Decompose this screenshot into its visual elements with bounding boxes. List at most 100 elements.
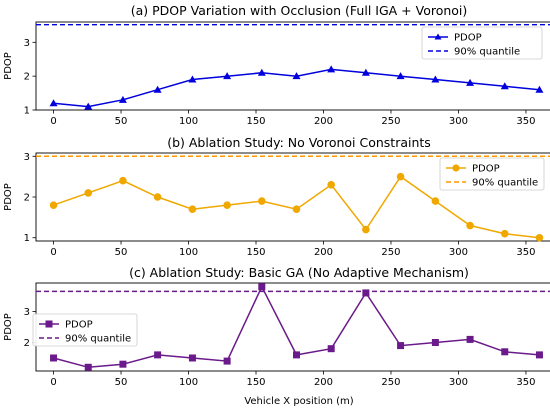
- data-point-circle: [49, 201, 58, 209]
- y-axis-label: PDOP: [3, 313, 14, 341]
- chart-title: (c) Ablation Study: Basic GA (No Adaptiv…: [129, 265, 469, 280]
- data-point-square: [50, 354, 58, 362]
- x-tick-label: 50: [115, 377, 128, 388]
- data-point-triangle: [535, 85, 544, 93]
- data-point-square: [535, 351, 543, 359]
- x-axis-label: Vehicle X position (m): [244, 396, 353, 407]
- x-tick-label: 50: [115, 116, 128, 127]
- x-tick-label: 150: [246, 116, 265, 127]
- y-tick-label: 3: [24, 38, 30, 49]
- data-point-circle: [223, 201, 231, 209]
- data-point-circle: [500, 229, 509, 238]
- data-point-triangle: [188, 75, 197, 83]
- data-point-square: [258, 283, 266, 291]
- data-point-triangle: [361, 68, 370, 76]
- data-point-circle: [327, 180, 335, 189]
- x-tick-label: 350: [516, 377, 535, 388]
- y-tick-label: 1: [24, 106, 30, 117]
- data-point-circle: [119, 176, 127, 185]
- legend-label-quantile: 90% quantile: [65, 334, 131, 345]
- data-point-triangle: [84, 102, 93, 110]
- data-point-triangle: [118, 95, 127, 103]
- legend-marker-triangle: [434, 33, 442, 40]
- x-tick-label: 50: [115, 247, 128, 258]
- data-point-square: [431, 338, 439, 346]
- data-point-circle: [535, 233, 544, 242]
- data-point-square: [188, 354, 196, 362]
- legend: PDOP 90% quantile: [421, 26, 543, 60]
- legend-label-quantile: 90% quantile: [454, 47, 520, 58]
- data-point-square: [327, 345, 335, 353]
- plot-frame: [35, 21, 550, 111]
- data-point-triangle: [49, 99, 58, 107]
- y-tick-label: 2: [24, 193, 30, 204]
- data-point-triangle: [396, 72, 405, 80]
- x-tick-label: 0: [50, 247, 56, 258]
- legend: PDOP 90% quantile: [32, 313, 138, 347]
- y-tick-label: 2: [24, 72, 30, 83]
- legend-box: [421, 26, 543, 60]
- data-point-square: [466, 335, 474, 343]
- x-tick-label: 100: [179, 377, 198, 388]
- data-point-triangle: [223, 72, 232, 80]
- x-tick-label: 350: [516, 247, 535, 258]
- data-point-square: [293, 351, 300, 359]
- legend-label-series: PDOP: [454, 33, 482, 44]
- x-tick-label: 0: [50, 377, 56, 388]
- ticks: 0 50 100 150 200 250 300 350 1 2 3: [24, 152, 536, 258]
- data-point-circle: [431, 197, 440, 205]
- data-point-triangle: [431, 75, 440, 83]
- data-point-circle: [188, 205, 197, 214]
- data-point-square: [397, 342, 405, 350]
- ticks: 0 50 100 150 200 250 300 350 2 3: [24, 307, 536, 388]
- data-point-triangle: [466, 78, 475, 86]
- panel-a: (a) PDOP Variation with Occlusion (Full …: [3, 3, 550, 127]
- chart-title: (a) PDOP Variation with Occlusion (Full …: [131, 3, 468, 18]
- x-tick-label: 250: [381, 247, 400, 258]
- ticks: 0 50 100 150 200 250 300 350 1 2 3: [24, 38, 536, 127]
- data-point-triangle: [292, 72, 301, 80]
- y-tick-label: 1: [24, 233, 30, 244]
- data-point-triangle: [257, 68, 266, 76]
- data-point-circle: [153, 193, 162, 201]
- x-tick-label: 300: [449, 247, 468, 258]
- data-point-square: [84, 363, 92, 371]
- data-point-circle: [362, 225, 370, 234]
- data-point-circle: [84, 189, 93, 197]
- x-tick-label: 100: [179, 116, 198, 127]
- x-tick-label: 300: [449, 377, 468, 388]
- y-axis-label: PDOP: [3, 183, 14, 211]
- data-point-circle: [258, 197, 266, 205]
- data-point-square: [362, 289, 370, 297]
- x-tick-label: 300: [449, 116, 468, 127]
- x-tick-label: 200: [314, 116, 333, 127]
- y-axis-label: PDOP: [3, 52, 14, 80]
- legend-marker-square: [45, 320, 53, 328]
- x-tick-label: 150: [246, 377, 265, 388]
- y-tick-label: 3: [24, 152, 30, 163]
- panel-c: (c) Ablation Study: Basic GA (No Adaptiv…: [3, 265, 550, 407]
- data-point-circle: [466, 221, 474, 230]
- x-tick-label: 100: [179, 247, 198, 258]
- marks: [36, 283, 550, 371]
- x-tick-label: 250: [381, 116, 400, 127]
- data-point-circle: [292, 205, 301, 214]
- legend: PDOP 90% quantile: [439, 157, 545, 191]
- panel-b: (b) Ablation Study: No Voronoi Constrain…: [3, 135, 550, 258]
- x-tick-label: 200: [314, 247, 333, 258]
- legend-label-series: PDOP: [65, 320, 93, 331]
- y-tick-label: 3: [24, 307, 30, 318]
- legend-marker-circle: [452, 164, 460, 172]
- y-tick-label: 2: [24, 338, 30, 349]
- data-point-square: [119, 360, 127, 368]
- x-tick-label: 350: [516, 116, 535, 127]
- data-point-square: [501, 348, 509, 356]
- marks: [36, 155, 550, 242]
- data-point-triangle: [327, 65, 336, 73]
- x-tick-label: 0: [50, 116, 56, 127]
- x-tick-label: 250: [381, 377, 400, 388]
- data-point-circle: [396, 172, 405, 181]
- marks: [36, 24, 550, 110]
- data-point-square: [154, 351, 162, 359]
